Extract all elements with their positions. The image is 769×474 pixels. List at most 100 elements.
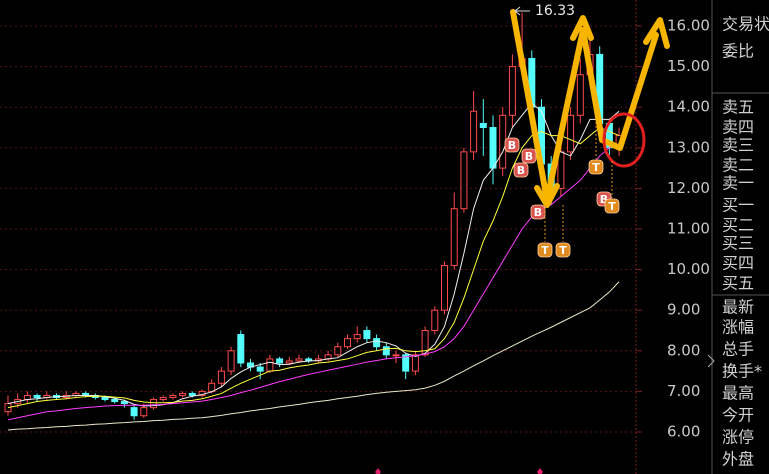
panel-label: 卖一	[722, 174, 754, 193]
trade-marker	[604, 198, 620, 214]
y-tick-label: 15.00	[667, 57, 710, 75]
candle-body	[508, 66, 516, 116]
annotation-arrow	[514, 6, 530, 16]
panel-label: 最新	[722, 298, 754, 317]
panel-label: 买五	[722, 274, 754, 293]
moving-average-line	[7, 143, 620, 421]
candle-body	[33, 394, 41, 398]
y-tick-label: 14.00	[667, 98, 710, 116]
y-tick-label: 9.00	[667, 301, 700, 319]
panel-label: 外盘	[722, 450, 754, 469]
y-tick-label: 6.00	[667, 423, 700, 441]
candle-body	[344, 338, 351, 348]
expand-arrow[interactable]	[707, 354, 715, 368]
candle-body	[489, 127, 497, 169]
candle-body	[576, 74, 584, 116]
candle-body	[217, 370, 225, 384]
candle-body	[150, 399, 157, 409]
candle-body	[188, 392, 196, 396]
trade-marker-label: B	[508, 139, 516, 152]
trade-marker	[504, 137, 520, 153]
candle-body	[256, 366, 264, 372]
candle-body	[567, 114, 575, 153]
candle-body	[382, 346, 390, 356]
candle-body	[285, 360, 293, 364]
panel-label: 总手	[722, 340, 754, 359]
panel-label: 最高	[722, 384, 754, 403]
candle-body	[120, 401, 128, 405]
y-tick-label: 8.00	[667, 341, 700, 359]
trade-marker-label: T	[541, 244, 549, 257]
candle-body	[227, 350, 235, 372]
y-tick-label: 7.00	[667, 382, 700, 400]
zigzag-arrow	[580, 27, 659, 151]
candle-body	[363, 330, 371, 340]
candle-body	[470, 110, 478, 153]
overlay-arrows	[510, 9, 670, 208]
trade-marker-label: T	[559, 244, 567, 257]
panel-label: 交易状	[722, 15, 769, 34]
candle-body	[411, 354, 419, 372]
trade-marker	[555, 242, 571, 258]
y-tick-label: 13.00	[667, 138, 710, 156]
moving-average-line	[7, 126, 620, 409]
candle-body	[334, 346, 342, 356]
y-tick-label: 10.00	[667, 260, 710, 278]
plot	[0, 12, 642, 433]
candle-body	[450, 208, 458, 267]
moving-average-line	[7, 281, 620, 431]
highlight-circle	[602, 112, 646, 168]
y-tick-label: 11.00	[667, 220, 710, 238]
y-tick-label: 12.00	[667, 179, 710, 197]
candle-body	[479, 122, 487, 129]
panel-label: 卖二	[722, 156, 754, 175]
trade-marker	[588, 159, 604, 175]
candle-body	[159, 396, 167, 401]
candle-body	[295, 358, 303, 362]
candle-body	[392, 354, 400, 357]
panel-label: 涨幅	[722, 318, 754, 337]
candle-body	[460, 151, 468, 210]
candle-body	[353, 334, 361, 340]
candle-body	[130, 407, 138, 417]
candle-body	[421, 330, 429, 356]
arrow-head	[570, 15, 594, 41]
trade-marker-label: T	[608, 200, 616, 213]
panel-label: 换手*	[722, 362, 762, 381]
trade-marker-label: B	[600, 193, 608, 206]
arrow-head	[643, 17, 670, 49]
candle-body	[208, 382, 216, 392]
moving-average-line	[7, 102, 620, 407]
candle-body	[237, 334, 245, 364]
panel-label: 卖四	[722, 118, 754, 137]
arrow-head	[534, 183, 560, 208]
candle-body	[169, 394, 177, 398]
trade-marker-label: B	[517, 164, 525, 177]
candle-body	[266, 358, 274, 372]
panel-label: 卖三	[722, 136, 754, 155]
candle-body	[101, 396, 109, 401]
candle-body	[179, 392, 187, 396]
candle-body	[431, 309, 439, 332]
trade-marker	[530, 204, 546, 220]
panel-label: 买一	[722, 196, 754, 215]
high-annotation: 16.33	[535, 3, 575, 19]
candle-body	[140, 407, 148, 417]
trade-marker	[537, 242, 553, 258]
candle-body	[373, 338, 381, 348]
candle-body	[276, 358, 284, 364]
panel-label: 涨停	[722, 428, 754, 447]
panel-label: 买四	[722, 254, 754, 273]
panel-label: 买三	[722, 234, 754, 253]
trade-marker-label: B	[525, 150, 533, 163]
panel-label: 今开	[722, 406, 754, 425]
trade-marker	[521, 148, 537, 164]
candle-body	[111, 399, 119, 403]
panel-label: 卖五	[722, 98, 754, 117]
trade-marker-label: T	[592, 161, 600, 174]
candle-body	[441, 265, 448, 311]
trade-marker-label: B	[534, 206, 542, 219]
panel-label: 买二	[722, 216, 754, 235]
signal-diamond	[375, 468, 543, 474]
